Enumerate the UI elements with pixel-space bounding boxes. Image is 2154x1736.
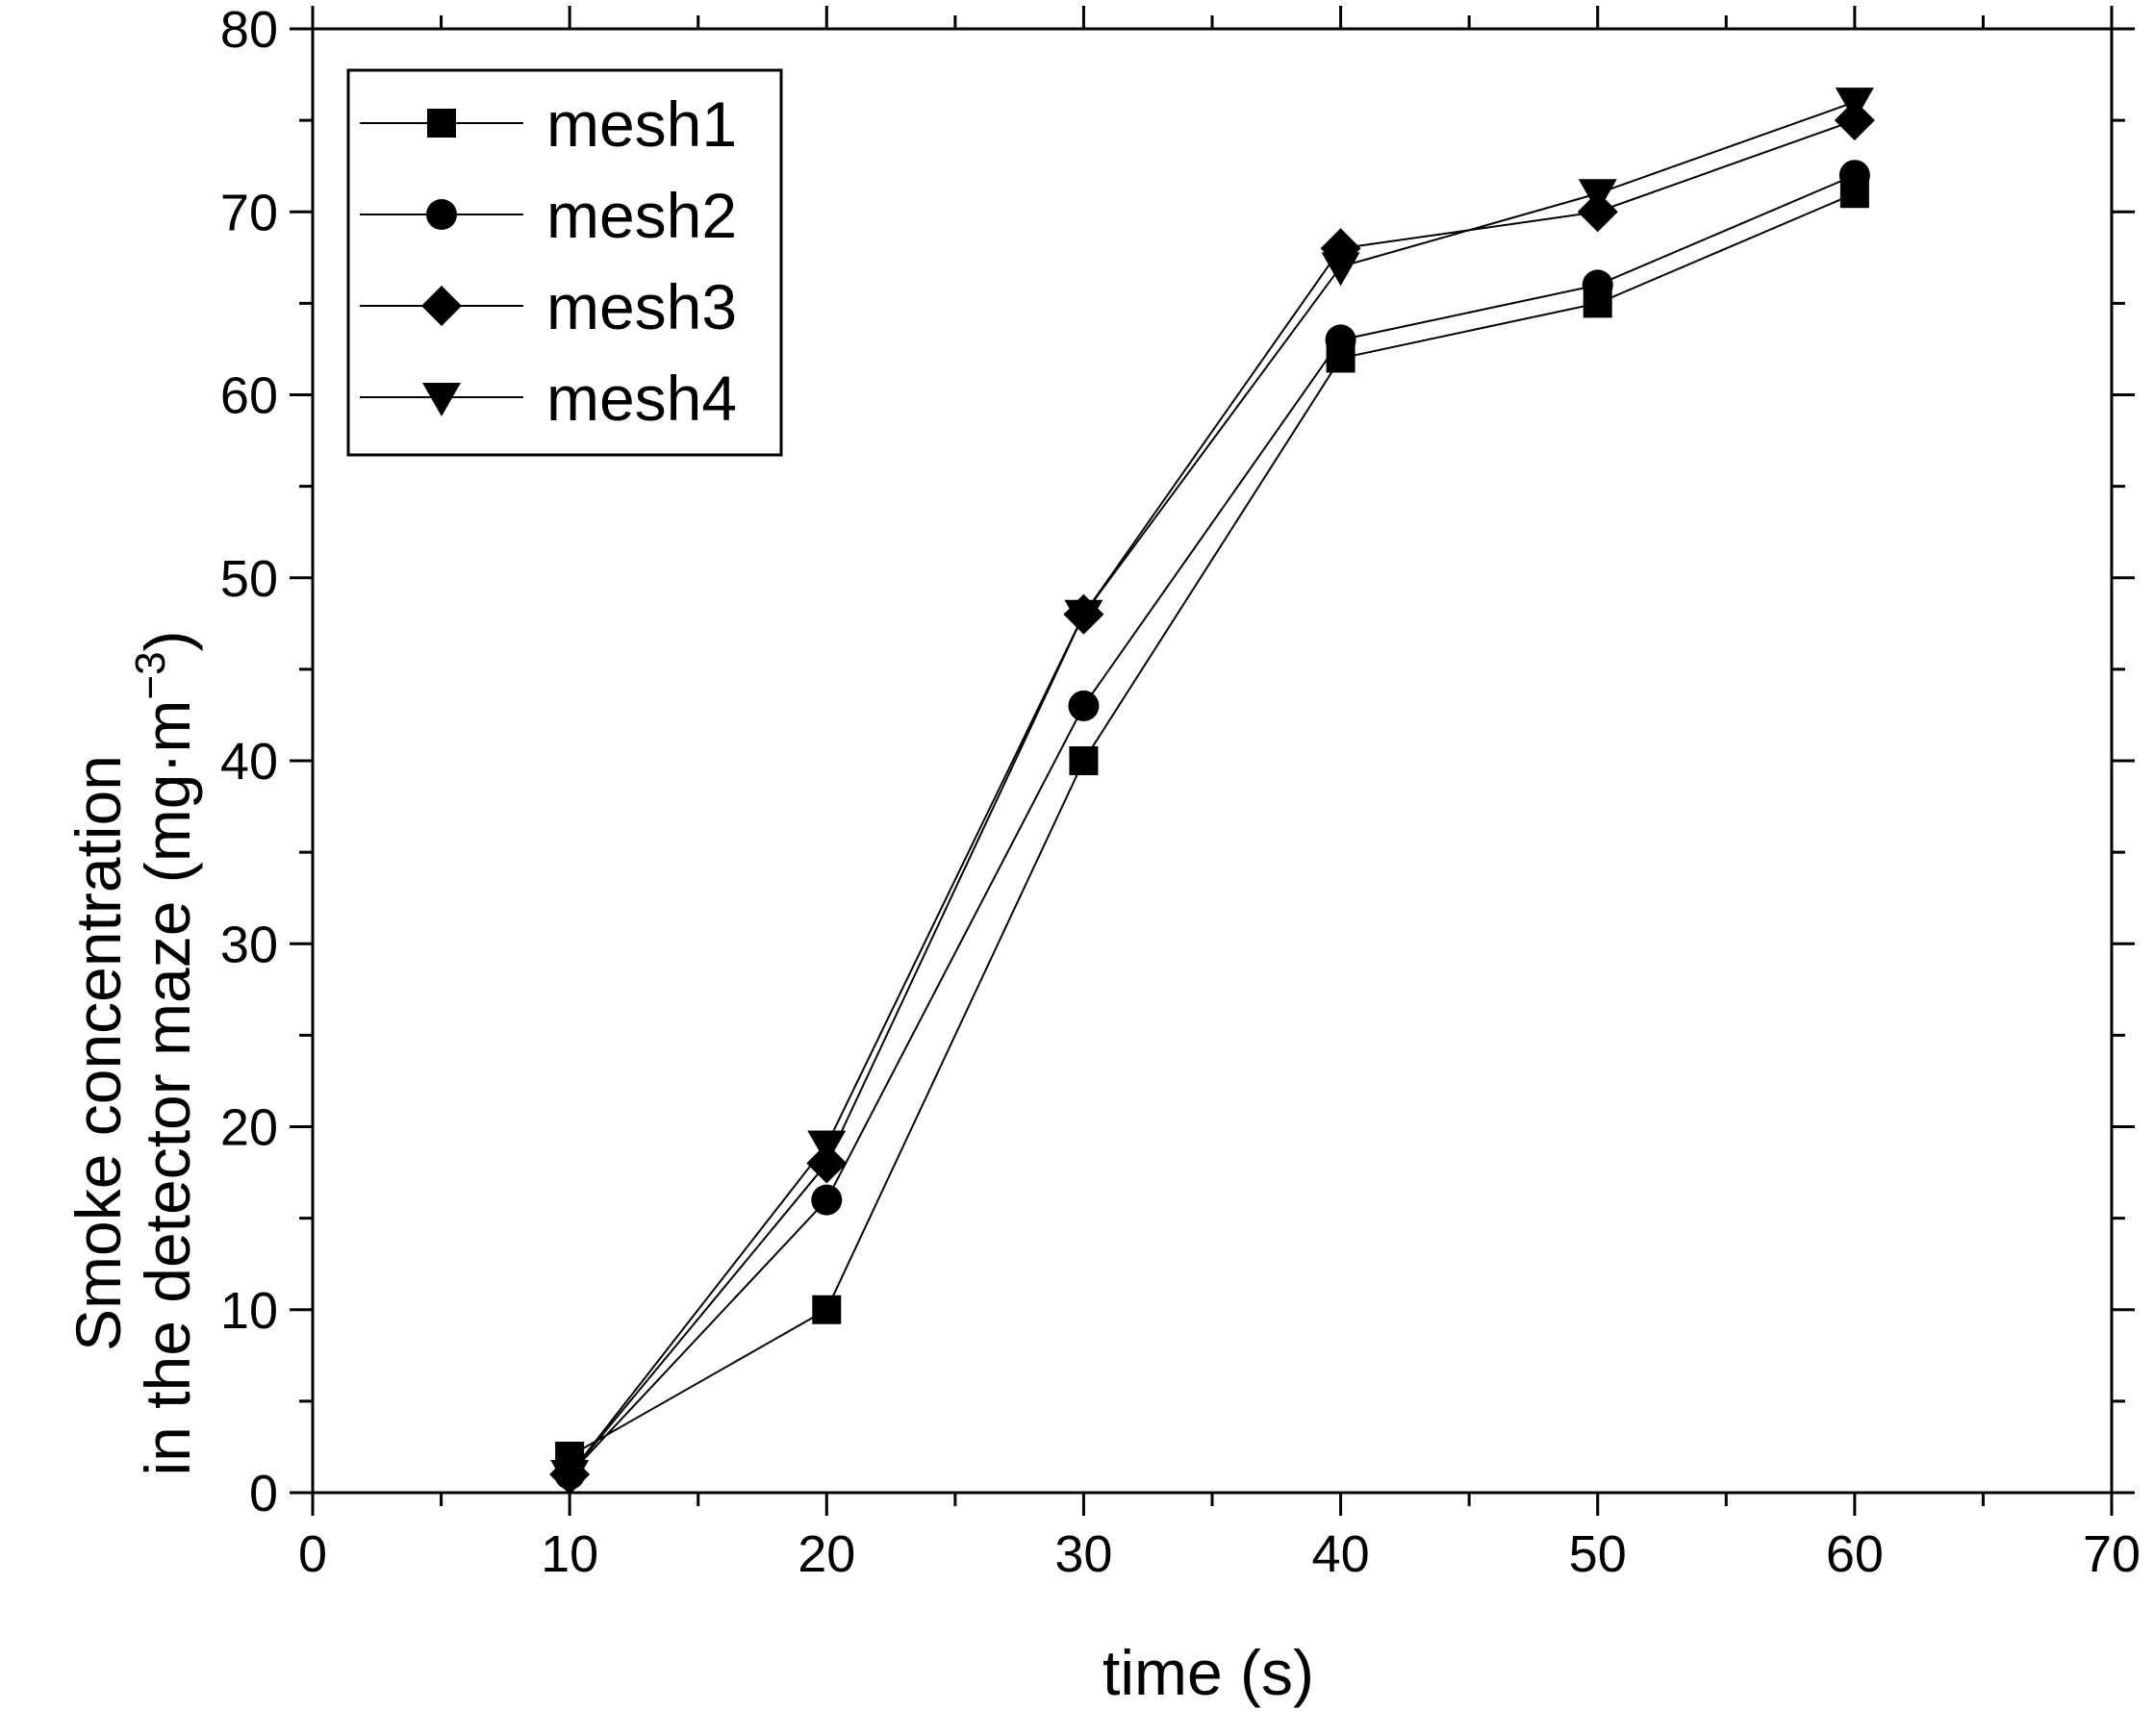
legend-label: mesh1: [546, 88, 737, 160]
y-axis-title-line2: in the detector maze (mg·m−3): [127, 630, 203, 1475]
data-point-mesh4: [1064, 599, 1103, 634]
data-point-mesh2: [1325, 324, 1356, 356]
data-point-mesh2: [811, 1184, 843, 1216]
legend-marker-square: [427, 109, 456, 138]
legend-label: mesh4: [546, 363, 737, 434]
data-point-mesh4: [1835, 88, 1874, 122]
legend-entry-mesh3: mesh3: [360, 271, 737, 342]
legend-entry-mesh1: mesh1: [360, 88, 737, 160]
legend-label: mesh2: [546, 180, 737, 251]
series-line-mesh2: [569, 174, 1856, 1475]
legend: mesh1 mesh2 mesh3 mesh4: [346, 68, 783, 457]
series-line-mesh4: [569, 101, 1856, 1475]
y-tick-label: 70: [220, 184, 278, 241]
y-tick-label: 20: [220, 1099, 278, 1157]
series-line-mesh3: [569, 119, 1856, 1475]
x-tick-label: 20: [798, 1525, 855, 1583]
data-point-mesh1: [1069, 746, 1099, 775]
y-tick-label: 10: [220, 1282, 278, 1340]
legend-marker-circle: [426, 199, 457, 230]
legend-entry-mesh4: mesh4: [360, 363, 737, 434]
y-axis-title-text: in the detector maze (mg·m: [132, 700, 203, 1476]
data-point-mesh4: [1321, 252, 1360, 287]
axes: 0 10 20 30 40 50 60 70 0 10 20 30 40 50 60 70 80: [220, 1, 2141, 1583]
data-point-mesh2: [1582, 269, 1613, 301]
legend-label: mesh3: [546, 271, 737, 342]
y-axis-title-close: ): [132, 630, 203, 651]
x-axis-title: time (s): [1102, 1637, 1314, 1708]
series-line-mesh1: [569, 192, 1856, 1457]
y-tick-label: 30: [220, 916, 278, 973]
y-tick-label: 0: [249, 1465, 278, 1522]
data-point-mesh1: [812, 1295, 842, 1324]
legend-marker-triangle-down: [422, 383, 461, 416]
legend-box: [346, 68, 783, 457]
x-tick-label: 0: [298, 1525, 327, 1583]
x-tick-label: 70: [2083, 1525, 2141, 1583]
data-point-mesh2: [1838, 160, 1870, 191]
data-point-mesh4: [1578, 179, 1617, 214]
legend-marker-diamond: [421, 286, 462, 326]
data-point-mesh4: [550, 1459, 590, 1494]
y-axis-title-line1: Smoke concentration: [63, 755, 134, 1351]
y-axis-title: Smoke concentration in the detector maze…: [63, 630, 203, 1475]
x-tick-label: 40: [1312, 1525, 1370, 1583]
series-group: [549, 88, 1875, 1495]
legend-entry-mesh2: mesh2: [360, 180, 737, 251]
x-tick-label: 50: [1569, 1525, 1627, 1583]
y-tick-label: 60: [220, 367, 278, 425]
data-point-mesh4: [807, 1130, 847, 1165]
y-tick-label: 40: [220, 733, 278, 791]
y-tick-label: 50: [220, 550, 278, 608]
y-tick-label: 80: [220, 1, 278, 59]
series-mesh4: [550, 88, 1874, 1494]
x-tick-label: 30: [1054, 1525, 1112, 1583]
data-point-mesh2: [1068, 690, 1100, 721]
x-tick-label: 10: [541, 1525, 598, 1583]
y-axis-title-exponent: −3: [127, 651, 174, 699]
x-tick-label: 60: [1826, 1525, 1884, 1583]
